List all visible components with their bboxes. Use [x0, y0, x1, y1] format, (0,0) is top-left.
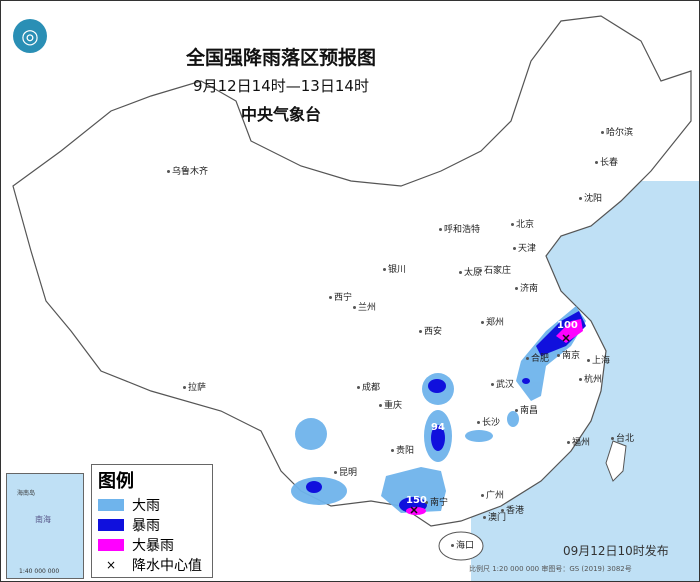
city-label: 乌鲁木齐 — [167, 164, 208, 177]
city-label: 武汉 — [491, 377, 514, 390]
city-label: 天津 — [513, 241, 536, 254]
city-label: 南京 — [557, 348, 580, 361]
cross-icon: × — [105, 558, 117, 572]
map-title: 全国强降雨落区预报图 — [185, 47, 376, 69]
city-label: 上海 — [587, 353, 610, 366]
agency: 中央气象台 — [240, 105, 321, 124]
scale-note: 比例尺 1:20 000 000 审图号：GS (2019) 3082号 — [469, 565, 632, 573]
issued-time: 09月12日10时发布 — [563, 544, 669, 558]
city-label: 太原 — [459, 265, 482, 278]
taiwan — [605, 440, 627, 482]
city-label: 贵阳 — [391, 443, 414, 456]
city-label: 银川 — [383, 262, 406, 275]
rain-center-value: 150 — [406, 495, 427, 506]
city-label: 郑州 — [481, 315, 504, 328]
forecast-period: 9月12日14时—13日14时 — [193, 77, 369, 95]
legend-item-rainstorm: 暴雨 — [98, 515, 160, 535]
city-label: 兰州 — [353, 300, 376, 313]
city-label: 杭州 — [579, 372, 602, 385]
inset-island-label: 海南岛 — [17, 490, 36, 497]
legend: 图例 大雨 暴雨 大暴雨 × 降水中心值 — [91, 464, 213, 578]
rain-center-markers — [410, 334, 570, 514]
city-label: 海口 — [451, 538, 474, 551]
city-label: 石家庄 — [479, 263, 511, 276]
city-label: 呼和浩特 — [439, 222, 480, 235]
inset-scale: 1:40 000 000 — [19, 568, 60, 575]
inset-sea-label: 南海 — [35, 515, 51, 524]
city-label: 西宁 — [329, 290, 352, 303]
city-label: 福州 — [567, 435, 590, 448]
legend-item-heavy-rain: 大雨 — [98, 495, 160, 515]
city-label: 成都 — [357, 380, 380, 393]
city-label: 济南 — [515, 281, 538, 294]
city-label: 拉萨 — [183, 380, 206, 393]
city-label: 南昌 — [515, 403, 538, 416]
cma-logo-icon: ◎ — [13, 19, 47, 53]
city-label: 北京 — [511, 217, 534, 230]
rain-center-value: 94 — [431, 422, 445, 433]
city-label: 长沙 — [477, 415, 500, 428]
legend-title: 图例 — [98, 471, 134, 492]
city-label: 西安 — [419, 324, 442, 337]
city-label: 广州 — [481, 488, 504, 501]
city-label: 澳门 — [483, 510, 506, 523]
city-label: 南宁 — [425, 495, 448, 508]
city-label: 合肥 — [526, 351, 549, 364]
legend-item-heavy-rainstorm: 大暴雨 — [98, 535, 174, 555]
city-label: 台北 — [611, 431, 634, 444]
city-label: 重庆 — [379, 398, 402, 411]
china-outline — [12, 15, 692, 527]
city-label: 长春 — [595, 155, 618, 168]
city-label: 昆明 — [334, 465, 357, 478]
city-label: 哈尔滨 — [601, 125, 633, 138]
rain-center-value: 100 — [557, 320, 578, 331]
legend-item-rain-center: × 降水中心值 — [98, 555, 202, 575]
city-label: 香港 — [501, 503, 524, 516]
south-china-sea-inset: 南海 海南岛 1:40 000 000 — [6, 473, 84, 579]
city-label: 沈阳 — [579, 191, 602, 204]
